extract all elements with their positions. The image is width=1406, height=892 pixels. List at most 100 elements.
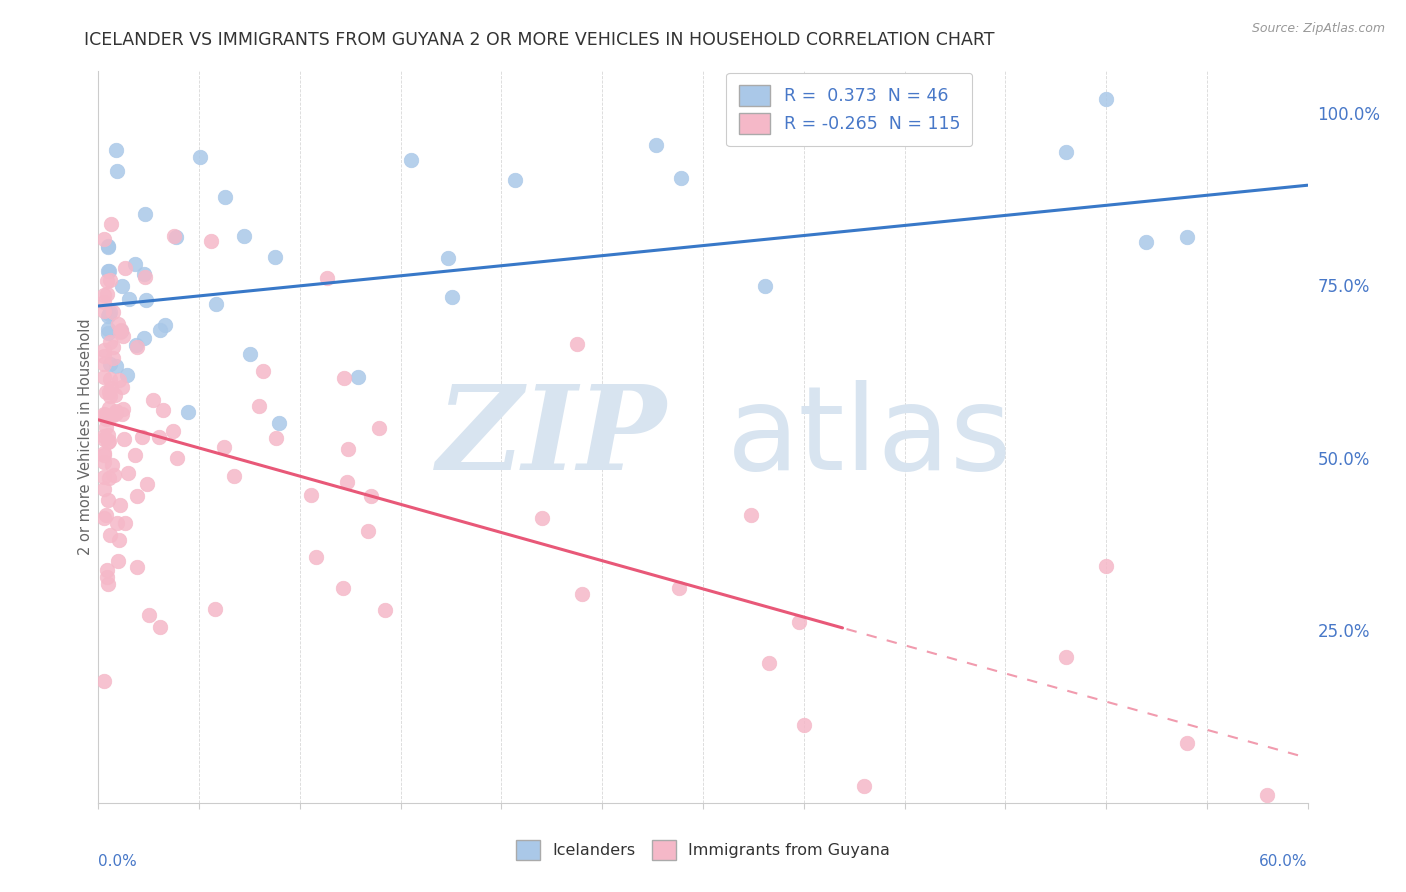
Point [97,434,120,449]
Point [93,454,115,468]
Point [148,429,170,443]
Point [200,234,222,248]
Point [104,144,127,158]
Point [114,516,136,530]
Point [247,399,270,413]
Point [114,261,136,276]
Point [503,173,526,187]
Point [304,549,326,564]
Point [104,388,127,402]
Point [108,533,131,548]
Point [93,511,115,525]
Point [97,263,120,277]
Point [115,368,138,383]
Point [124,448,146,462]
Point [232,228,254,243]
Point [152,403,174,417]
Point [98,384,121,399]
Point [134,270,156,285]
Point [127,560,149,574]
Point [153,318,176,333]
Point [264,431,287,445]
Point [441,290,464,304]
Point [97,492,120,507]
Point [138,608,160,623]
Point [93,407,115,421]
Point [299,488,322,502]
Point [571,587,593,601]
Point [267,417,290,431]
Point [93,674,115,689]
Point [124,257,146,271]
Point [110,322,132,336]
Point [127,489,149,503]
Point [252,364,274,378]
Point [239,346,262,360]
Y-axis label: 2 or more Vehicles in Household: 2 or more Vehicles in Household [77,318,93,556]
Point [100,389,122,403]
Point [135,293,157,308]
Point [530,511,553,525]
Point [93,429,115,443]
Point [112,432,135,446]
Point [108,498,131,512]
Point [1054,649,1077,664]
Text: ICELANDER VS IMMIGRANTS FROM GUYANA 2 OR MORE VEHICLES IN HOUSEHOLD CORRELATION : ICELANDER VS IMMIGRANTS FROM GUYANA 2 OR… [84,31,995,49]
Point [97,576,120,591]
Point [103,305,125,319]
Point [333,370,356,384]
Point [93,448,115,462]
Point [336,475,359,490]
Point [214,190,236,204]
Point [108,325,131,339]
Point [135,476,157,491]
Point [100,357,122,371]
Point [149,620,172,634]
Point [97,326,120,341]
Point [758,656,780,670]
Point [98,335,121,350]
Point [93,432,115,446]
Point [212,440,235,454]
Text: Source: ZipAtlas.com: Source: ZipAtlas.com [1251,22,1385,36]
Point [104,407,127,421]
Text: ZIP: ZIP [437,380,666,494]
Point [163,229,186,244]
Point [166,450,188,465]
Point [1095,559,1118,574]
Point [112,402,135,417]
Point [1095,92,1118,106]
Point [177,405,200,419]
Point [134,331,156,345]
Point [205,297,228,311]
Point [93,446,115,460]
Point [93,288,115,302]
Point [368,420,391,434]
Point [436,251,458,265]
Point [94,412,117,426]
Point [103,408,125,422]
Point [134,207,156,221]
Point [142,392,165,407]
Point [101,340,124,354]
Legend: Icelanders, Immigrants from Guyana: Icelanders, Immigrants from Guyana [508,832,898,868]
Point [645,137,668,152]
Point [668,581,690,595]
Point [111,380,134,394]
Point [754,279,776,293]
Point [97,264,120,278]
Point [97,428,120,442]
Point [315,270,337,285]
Point [105,404,128,418]
Point [162,424,184,438]
Point [110,324,132,338]
Point [94,508,117,522]
Point [118,292,141,306]
Point [96,286,118,301]
Point [222,469,245,483]
Point [149,323,172,337]
Point [93,343,115,358]
Point [97,309,120,323]
Point [347,370,370,384]
Point [107,317,129,331]
